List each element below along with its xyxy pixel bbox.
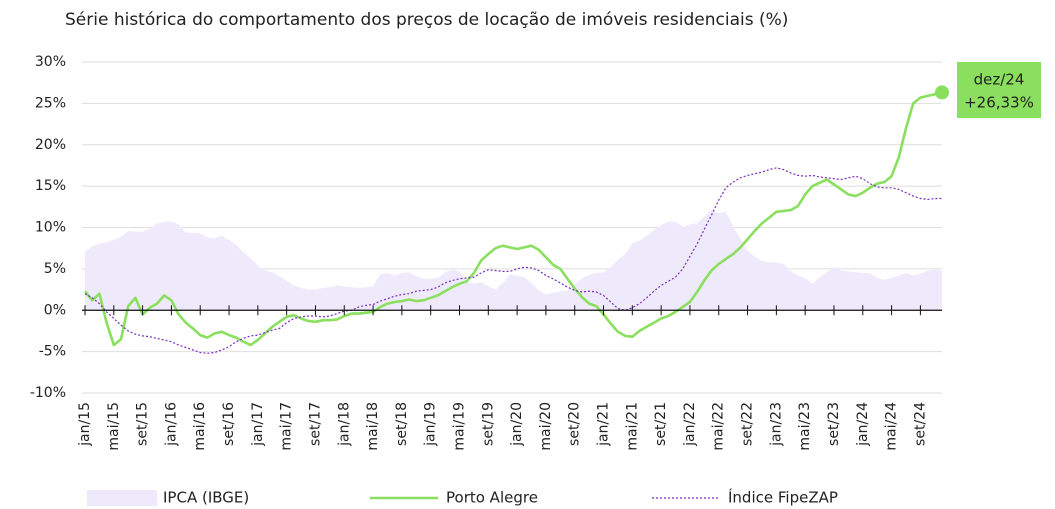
y-tick-label: 0% (44, 302, 66, 318)
legend-swatch (87, 490, 157, 506)
y-tick-label: 15% (35, 178, 66, 194)
x-tick-label: jan/21 (596, 402, 612, 447)
x-tick-label: mai/20 (538, 402, 554, 451)
x-tick-label: set/16 (221, 402, 237, 446)
x-tick-label: set/21 (653, 402, 669, 446)
y-tick-label: -5% (39, 344, 66, 360)
x-tick-label: set/17 (307, 402, 323, 446)
y-tick-label: -10% (30, 385, 66, 401)
x-tick-label: jan/24 (855, 402, 871, 447)
legend-label: IPCA (IBGE) (163, 489, 249, 507)
end-point (935, 85, 949, 100)
annotation-text: +26,33% (964, 94, 1034, 112)
x-tick-label: jan/18 (336, 402, 352, 447)
x-tick-label: set/19 (480, 402, 496, 446)
y-tick-label: 10% (35, 220, 66, 236)
axes: -10% -5% 0% 5% 10% 15% 20% 25% 30% jan/15 mai/15 se… (30, 54, 942, 451)
x-tick-label: mai/15 (106, 402, 122, 451)
x-tick-label: jan/16 (163, 402, 179, 447)
annotation-box (957, 62, 1041, 118)
y-tick-label: 5% (44, 261, 66, 277)
line (84, 167, 942, 354)
x-tick-label: set/24 (912, 402, 928, 446)
y-tick-label: 20% (35, 137, 66, 153)
x-tick-label: jan/17 (250, 402, 266, 447)
x-tick-label: jan/19 (423, 402, 439, 447)
chart-title: Série histórica do comportamento dos pre… (65, 10, 788, 30)
series-layer (83, 91, 943, 354)
x-tick-label: mai/18 (365, 402, 381, 451)
x-tick-label: jan/22 (682, 402, 698, 447)
x-tick-label: set/22 (740, 402, 756, 446)
x-tick-label: mai/17 (279, 402, 295, 451)
area (85, 210, 942, 311)
x-tick-label: mai/22 (711, 402, 727, 451)
line (83, 91, 943, 347)
x-tick-label: set/20 (567, 402, 583, 446)
x-tick-label: mai/24 (884, 402, 900, 451)
x-tick-label: jan/23 (768, 402, 784, 447)
x-tick-label: mai/21 (624, 402, 640, 451)
grid (82, 61, 942, 394)
x-tick-label: jan/20 (509, 402, 525, 447)
x-tick-label: set/18 (394, 402, 410, 446)
y-tick-label: 30% (35, 54, 66, 70)
legend-label: Índice FipeZAP (728, 488, 838, 507)
y-tick-label: 25% (35, 95, 66, 111)
x-tick-label: set/23 (826, 402, 842, 446)
x-tick-label: mai/16 (192, 402, 208, 451)
x-tick-label: jan/15 (77, 402, 93, 447)
x-tick-label: mai/23 (797, 402, 813, 451)
annotation-title: dez/24 (974, 71, 1025, 89)
legend-label: Porto Alegre (446, 489, 538, 507)
x-tick-label: mai/19 (451, 402, 467, 451)
x-tick-label: set/15 (135, 402, 151, 446)
